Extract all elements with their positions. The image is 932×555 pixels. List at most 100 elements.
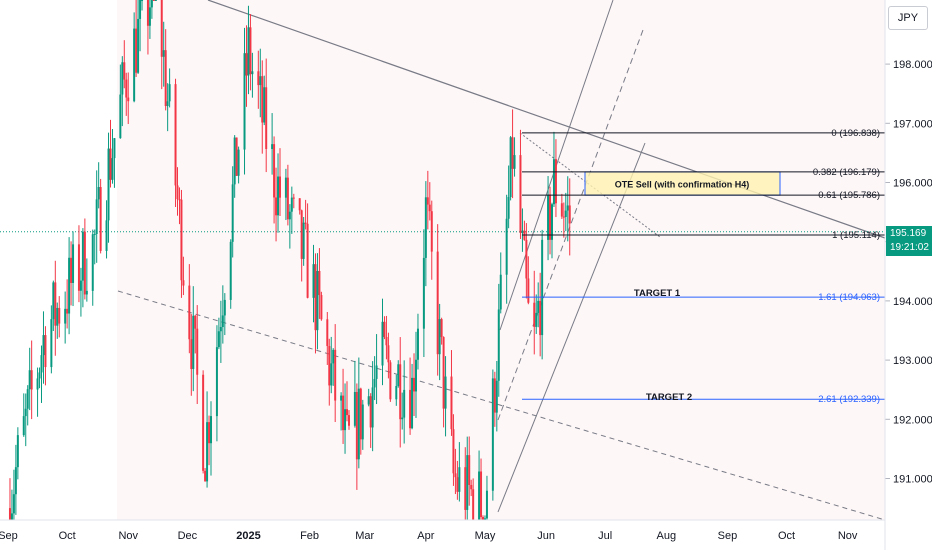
x-tick-label: Sep [0,530,18,542]
candle-body [288,211,291,220]
candle-body [549,194,552,240]
candle-body [139,0,142,19]
candle-body [164,50,167,107]
candle-body [26,389,29,409]
candle-body [77,244,80,291]
x-tick-label: Sep [718,530,738,542]
candle-body [111,158,114,180]
candle-body [527,278,530,303]
descending-dashed-trendline [117,290,886,521]
candle-body [547,194,550,240]
candle-body [369,396,372,428]
candle-body [566,205,569,211]
candle-body [381,321,384,366]
y-tick-label: 191.000 [893,474,932,486]
candle-body [560,203,563,217]
candle-body [318,270,321,296]
candle-body [389,362,392,400]
candle-body [105,220,108,251]
candle-body [472,489,475,520]
x-tick-label: Mar [355,530,374,542]
candle-body [215,347,218,417]
candle-body [97,187,100,200]
candle-body [127,97,130,102]
candle-body [182,280,185,286]
candle-body [162,50,165,57]
candle-body [438,319,441,355]
candle-body [541,239,544,336]
candle-body [456,477,459,492]
candle-body [444,376,447,409]
candle-body [206,422,209,482]
candle-body [493,378,496,413]
candle-body [509,137,512,198]
fib-level-label: 0 (196.838) [831,128,880,139]
x-tick-label: Oct [778,530,795,542]
candle-body [210,416,213,444]
candle-body [91,234,94,291]
candle-body [16,435,19,468]
candle-body [54,282,57,326]
candle-body [499,274,502,310]
candle-body [221,315,224,328]
candle-body [154,0,157,1]
candle-body [58,307,61,324]
candle-body [196,328,199,375]
candle-body [38,372,41,379]
x-tick-label: Oct [59,530,76,542]
candle-body [66,308,69,314]
candle-body [375,365,378,379]
candle-body [271,144,274,150]
candle-body [93,233,96,235]
candle-body [454,473,457,478]
candle-body [277,176,280,216]
candle-body [180,199,183,281]
candle-body [483,518,486,520]
candle-body [251,71,254,75]
descending-trendline [207,0,886,239]
candle-body [237,149,240,176]
candle-body [243,53,246,150]
candle-body [306,223,309,298]
candle-body [397,364,400,386]
candle-body [426,197,429,205]
candle-body [263,87,266,123]
candle-body [491,378,494,491]
candle-body [192,315,195,369]
candle-body [22,416,25,436]
candle-body [458,467,461,492]
fib-level-label: 0.61 (195.786) [818,190,880,201]
candle-body [485,490,488,519]
candle-body [290,197,293,212]
candle-body [535,312,538,327]
candle-body [235,137,238,176]
candle-body [14,467,17,495]
candle-body [166,101,169,107]
candle-body [119,94,122,139]
candle-body [284,177,287,198]
candle-body [261,76,264,123]
candle-body [152,0,155,1]
fib-layer: OTE Sell (with confirmation H4) 0 (196.83… [522,128,885,405]
candle-body [361,404,364,440]
candle-body [70,257,73,283]
candle-body [123,62,126,80]
candle-body [30,370,33,390]
x-tick-label: Nov [118,530,138,542]
x-tick-label: Feb [300,530,319,542]
candle-body [50,319,53,368]
candle-body [519,155,522,233]
candle-body [470,484,473,490]
currency-label[interactable]: JPY [888,6,928,30]
candle-body [562,216,565,218]
candle-body [330,363,333,386]
candle-body [550,204,553,240]
candle-body [357,388,360,460]
candle-body [52,282,55,320]
candle-body [298,198,301,211]
candle-layer [8,0,571,520]
candle-body [355,391,358,460]
candle-body [265,87,268,150]
